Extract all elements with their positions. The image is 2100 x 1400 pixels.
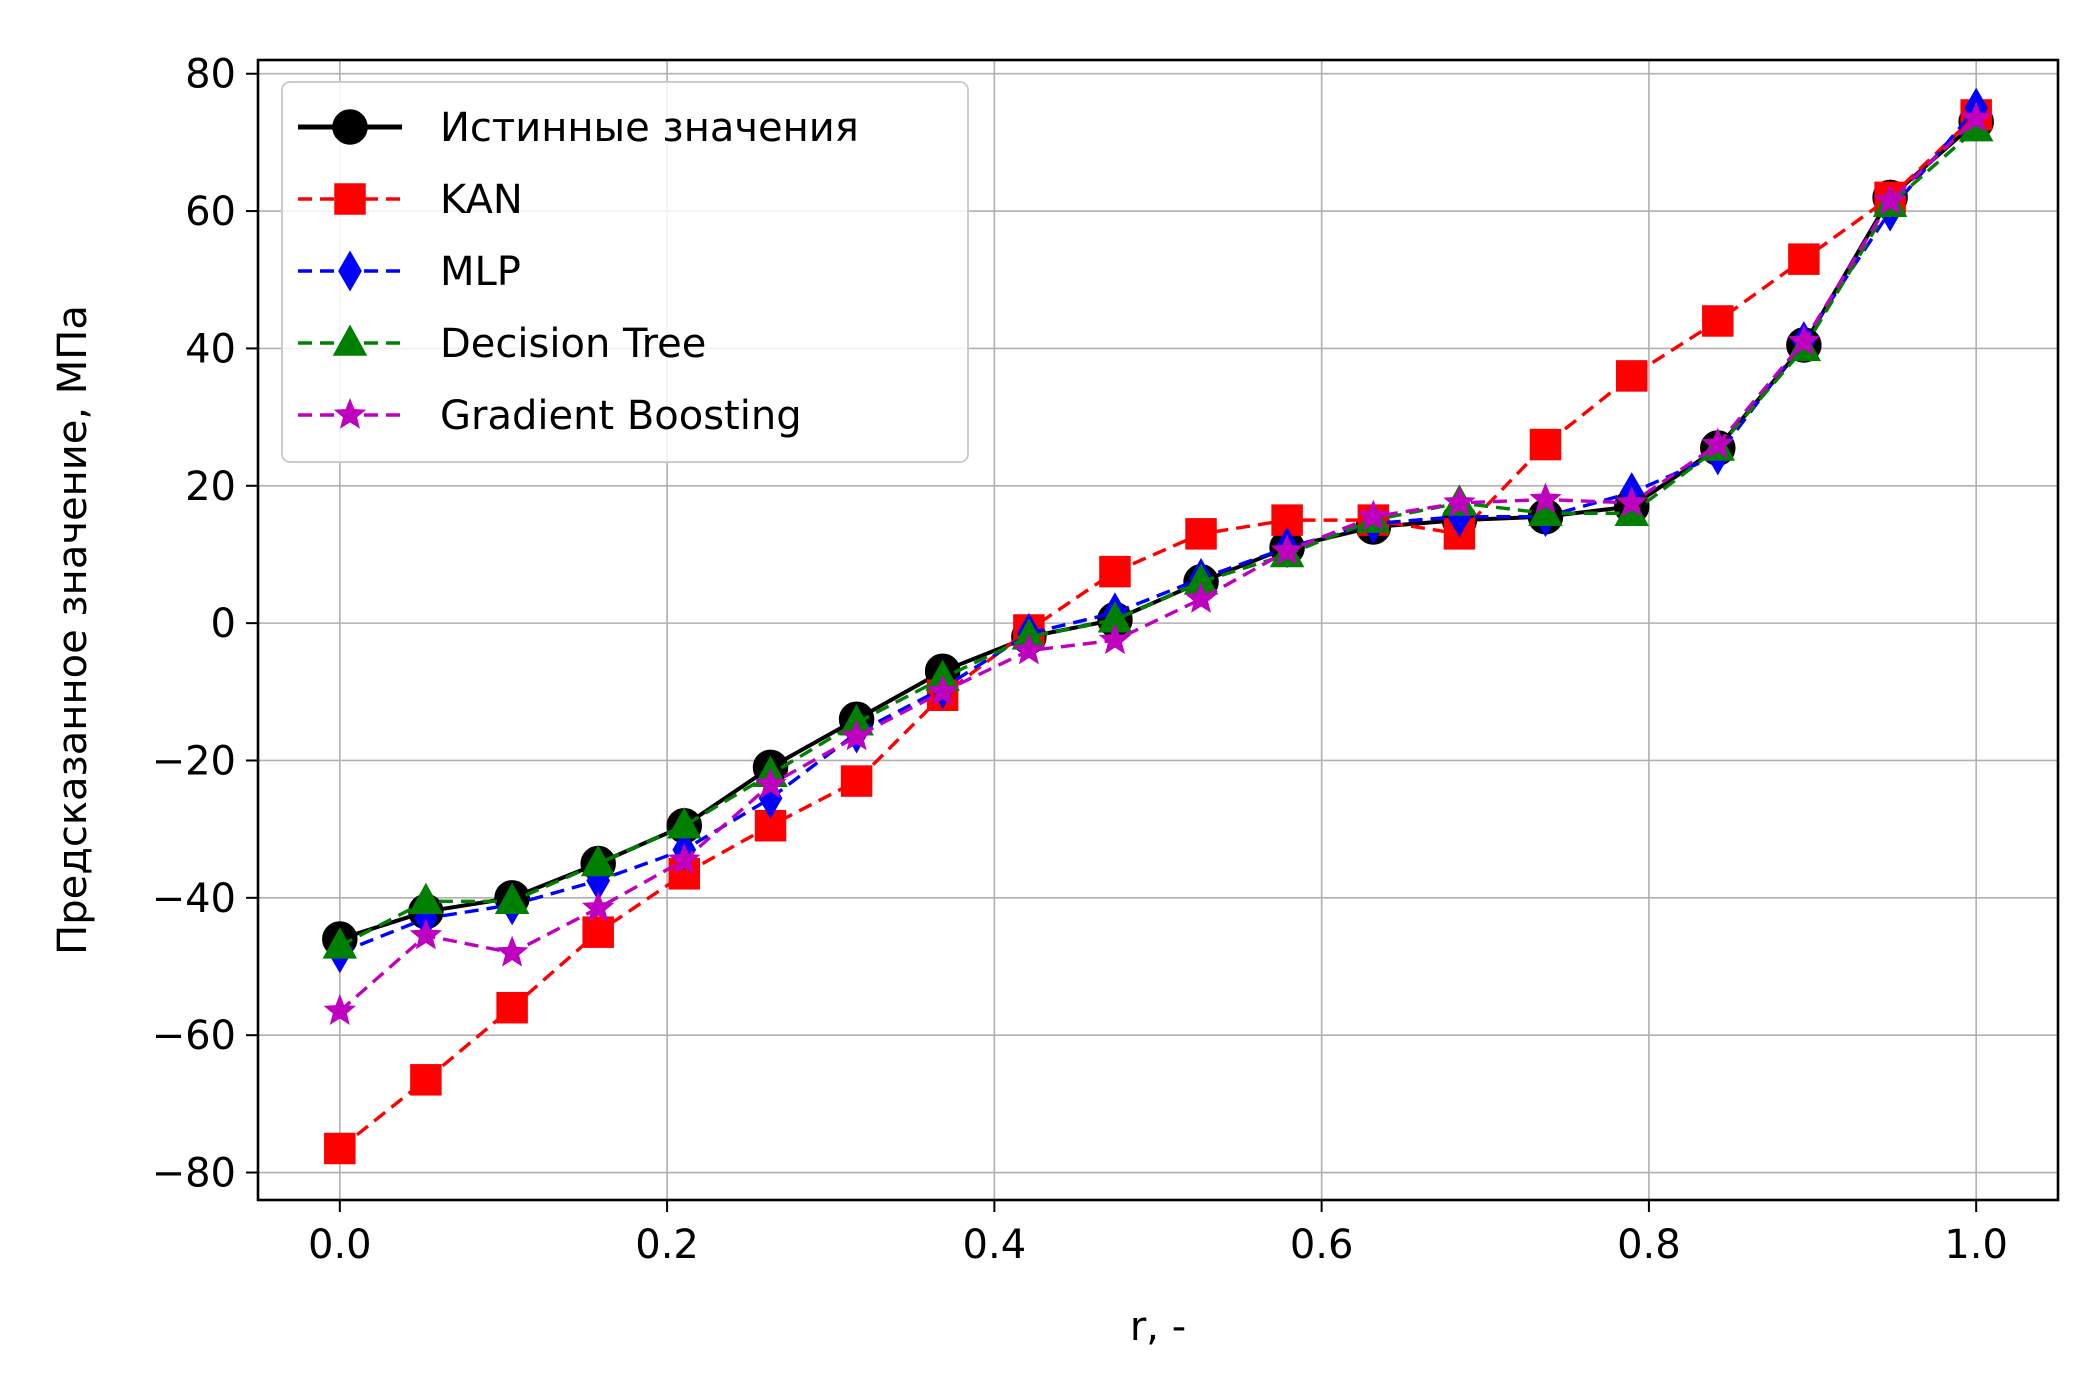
x-axis-label: r, - xyxy=(1130,1304,1186,1350)
legend-marker xyxy=(334,183,366,215)
ticks: 0.0 0.2 0.4 0.6 0.8 1.0 −80 −60 −40 −20 0 20 40 60 80 xyxy=(152,52,2008,1268)
data-point xyxy=(494,882,530,915)
data-point xyxy=(1702,305,1734,337)
legend-entry: KAN xyxy=(298,177,523,223)
data-point xyxy=(409,918,443,950)
y-axis-label: Предсказанное значение, МПа xyxy=(50,305,96,955)
data-point xyxy=(408,882,444,915)
data-point xyxy=(926,674,959,706)
x-tick-label: 1.0 xyxy=(1944,1222,2008,1268)
legend-label: Gradient Boosting xyxy=(440,393,802,439)
data-point xyxy=(1099,555,1131,588)
x-tick-label: 0.6 xyxy=(1290,1222,1354,1268)
y-tick-label: 20 xyxy=(185,464,236,510)
data-point xyxy=(668,843,701,874)
series-line xyxy=(338,117,1978,1013)
x-tick-label: 0.0 xyxy=(308,1222,372,1268)
data-point xyxy=(1615,360,1648,392)
data-point xyxy=(1701,427,1735,459)
y-tick-label: −40 xyxy=(152,876,236,922)
data-point xyxy=(840,719,873,751)
y-tick-label: 80 xyxy=(185,52,236,98)
data-point xyxy=(582,916,614,948)
data-point xyxy=(840,765,873,797)
data-point xyxy=(667,807,702,839)
legend: Истинные значения KAN MLP Decision Tree Grad… xyxy=(281,81,969,463)
data-point xyxy=(410,1064,442,1096)
data-point xyxy=(495,935,529,967)
y-tick-label: −20 xyxy=(152,738,236,784)
plot-frame xyxy=(256,58,2060,1202)
data-point xyxy=(1615,485,1648,517)
legend-entry: MLP xyxy=(298,249,521,295)
series-kan xyxy=(324,99,1992,1165)
y-tick-label: 0 xyxy=(211,601,236,647)
legend-entry: Decision Tree xyxy=(298,321,706,367)
data-point xyxy=(1529,482,1562,514)
data-point xyxy=(1357,499,1390,531)
data-point xyxy=(496,991,528,1024)
legend-label: MLP xyxy=(440,249,521,295)
series-layer xyxy=(322,87,1994,1165)
data-point xyxy=(322,927,358,959)
data-point xyxy=(1788,243,1820,275)
legend-label: Decision Tree xyxy=(440,321,706,367)
y-tick-label: −60 xyxy=(152,1013,236,1059)
legend-entry: Истинные значения xyxy=(298,105,859,151)
y-tick-label: −80 xyxy=(152,1151,236,1197)
data-point xyxy=(323,994,357,1025)
x-tick-label: 0.2 xyxy=(635,1222,699,1268)
y-tick-label: 40 xyxy=(185,326,236,372)
series-line xyxy=(339,106,1978,955)
data-point xyxy=(1185,518,1217,550)
y-tick-label: 60 xyxy=(185,189,236,235)
data-point xyxy=(1270,533,1304,565)
legend-marker xyxy=(332,109,368,145)
legend-marker xyxy=(332,324,368,356)
legend-label: Истинные значения xyxy=(440,105,859,151)
data-point xyxy=(754,767,787,799)
data-point xyxy=(581,891,615,922)
data-point xyxy=(1787,324,1821,356)
x-tick-label: 0.4 xyxy=(963,1222,1027,1268)
data-point xyxy=(1959,101,1993,133)
legend-box xyxy=(281,81,969,463)
data-point xyxy=(1529,428,1562,461)
data-point xyxy=(1184,582,1218,613)
data-point xyxy=(1012,633,1046,665)
legend-marker xyxy=(333,397,367,429)
x-tick-label: 0.8 xyxy=(1617,1222,1681,1268)
data-point xyxy=(324,1132,356,1165)
data-point xyxy=(1443,485,1476,517)
data-point xyxy=(1873,183,1907,215)
series-gradient-boosting xyxy=(323,101,1993,1025)
grid xyxy=(258,60,2058,1200)
legend-marker xyxy=(338,250,362,292)
legend-entry: Gradient Boosting xyxy=(298,393,802,439)
legend-label: KAN xyxy=(440,177,523,223)
data-point xyxy=(1098,623,1132,655)
data-point xyxy=(580,844,616,877)
